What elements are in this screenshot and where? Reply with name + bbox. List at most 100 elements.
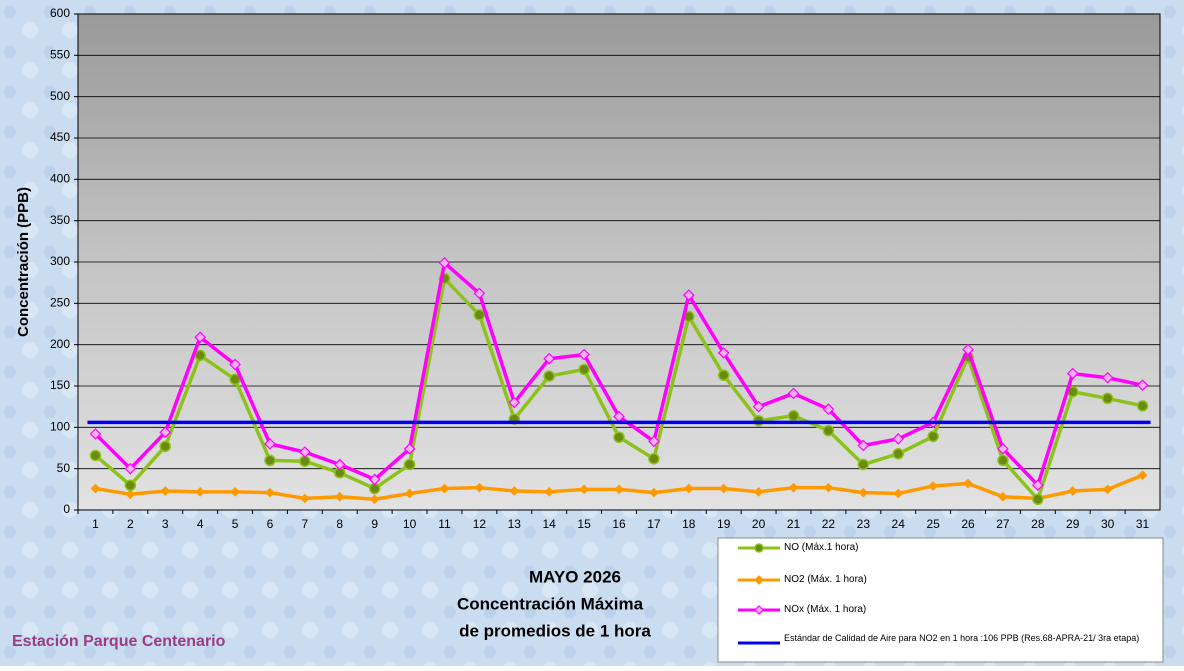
x-tick-label: 9 xyxy=(371,517,378,531)
point xyxy=(333,458,346,471)
subtitle: de promedios de 1 hora xyxy=(459,621,651,640)
point xyxy=(893,488,904,499)
point xyxy=(334,491,345,502)
point xyxy=(753,486,764,497)
point xyxy=(718,483,729,494)
x-tick-label: 28 xyxy=(1031,517,1045,531)
x-tick-label: 11 xyxy=(438,517,451,531)
x-tick-label: 6 xyxy=(267,517,274,531)
x-tick-label: 21 xyxy=(787,517,801,531)
y-tick-label: 600 xyxy=(50,6,70,20)
x-tick-label: 14 xyxy=(543,517,557,531)
x-tick-label: 13 xyxy=(508,517,522,531)
point xyxy=(159,426,172,439)
point xyxy=(543,352,556,365)
point xyxy=(543,370,555,382)
point xyxy=(89,449,102,462)
y-tick-label: 400 xyxy=(50,172,70,186)
x-tick-label: 22 xyxy=(822,517,836,531)
point xyxy=(614,484,624,495)
point xyxy=(438,256,451,269)
point xyxy=(787,387,800,400)
point xyxy=(300,493,310,504)
point xyxy=(159,440,172,453)
y-tick-label: 50 xyxy=(57,461,71,475)
point xyxy=(579,484,589,495)
point xyxy=(892,433,905,445)
legend-item: NOx (Máx. 1 hora) xyxy=(784,604,866,615)
legend-item: Estándar de Calidad de Aire para NO2 en … xyxy=(784,633,1140,643)
point xyxy=(264,438,276,450)
point xyxy=(124,479,137,491)
point xyxy=(578,363,590,376)
point xyxy=(1137,470,1148,481)
point xyxy=(578,348,590,361)
x-tick-label: 27 xyxy=(996,517,1010,531)
x-tick-label: 18 xyxy=(682,517,696,531)
x-tick-label: 26 xyxy=(961,517,975,531)
point xyxy=(1136,400,1149,412)
x-tick-label: 2 xyxy=(127,517,134,531)
point xyxy=(194,331,207,344)
point xyxy=(473,309,486,321)
point xyxy=(754,605,764,615)
point xyxy=(787,410,800,422)
y-tick-label: 300 xyxy=(50,254,70,268)
point xyxy=(1101,392,1114,405)
point xyxy=(788,482,799,493)
x-tick-label: 29 xyxy=(1066,517,1080,531)
x-tick-label: 25 xyxy=(926,517,940,531)
point xyxy=(1136,379,1149,392)
annotation: Estación Parque Centenario xyxy=(12,633,226,650)
legend-item: NO (Máx.1 hora) xyxy=(784,542,859,553)
legend-label: NO (Máx.1 hora) xyxy=(784,542,859,553)
x-tick-label: 5 xyxy=(232,517,239,531)
point xyxy=(439,483,450,494)
x-tick-label: 7 xyxy=(302,517,309,531)
point xyxy=(265,487,275,498)
point xyxy=(998,491,1008,502)
point xyxy=(368,473,381,486)
legend-label: Estándar de Calidad de Aire para NO2 en … xyxy=(784,633,1140,643)
plot-border xyxy=(77,13,1161,511)
x-tick-label: 20 xyxy=(752,517,766,531)
x-tick-label: 16 xyxy=(612,517,626,531)
x-tick-label: 30 xyxy=(1101,517,1115,531)
y-tick-label: 200 xyxy=(50,337,70,351)
point xyxy=(509,486,520,496)
point xyxy=(928,481,938,491)
point xyxy=(857,439,870,452)
subtitle: Concentración Máxima xyxy=(457,594,644,613)
point xyxy=(1032,493,1044,506)
x-tick-label: 10 xyxy=(403,517,417,531)
point xyxy=(963,478,973,489)
point xyxy=(194,349,206,362)
x-tick-label: 17 xyxy=(647,517,661,531)
point xyxy=(1102,484,1113,495)
point xyxy=(822,424,835,437)
point xyxy=(649,487,659,498)
point xyxy=(754,575,764,585)
point xyxy=(90,483,101,494)
point xyxy=(403,458,416,471)
point xyxy=(648,435,660,448)
point xyxy=(717,369,730,382)
x-tick-label: 23 xyxy=(857,517,871,531)
point xyxy=(823,482,834,493)
point xyxy=(752,400,765,413)
point xyxy=(683,483,694,494)
point xyxy=(230,486,240,497)
legend-label: NO2 (Máx. 1 hora) xyxy=(784,574,867,585)
point xyxy=(474,482,485,493)
point xyxy=(962,343,974,356)
point xyxy=(264,454,276,467)
x-tick-label: 15 xyxy=(577,517,591,531)
point xyxy=(195,486,206,497)
y-tick-label: 250 xyxy=(50,296,70,310)
point xyxy=(124,462,137,475)
y-tick-label: 0 xyxy=(63,502,70,516)
y-tick-label: 150 xyxy=(50,378,70,392)
point xyxy=(508,396,521,409)
point xyxy=(997,454,1009,467)
